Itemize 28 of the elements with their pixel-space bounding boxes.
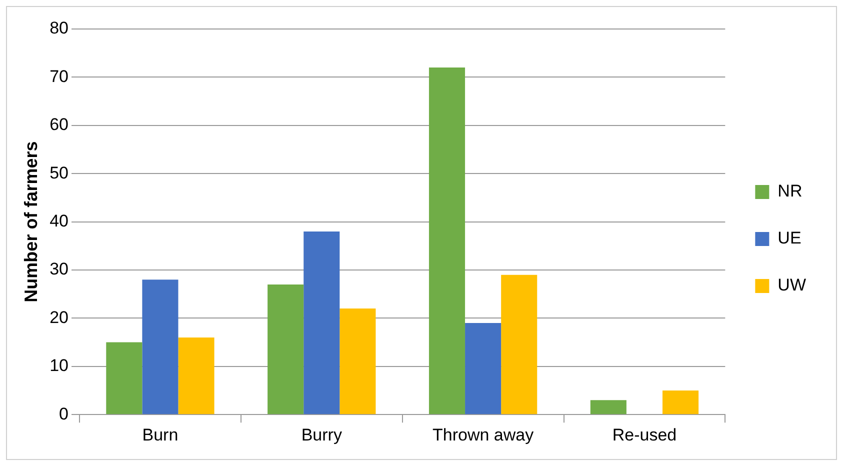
y-tick-label: 10	[50, 356, 69, 376]
bar	[142, 280, 178, 414]
y-tick-label: 60	[50, 115, 69, 134]
y-tick-label: 40	[50, 211, 69, 230]
bar	[178, 337, 214, 414]
x-tick-label: Re-used	[612, 425, 677, 444]
legend-label: NR	[778, 182, 802, 201]
bar	[268, 284, 304, 414]
legend-label: UE	[778, 228, 802, 248]
bar	[501, 274, 538, 414]
x-tick-label: Burry	[301, 425, 342, 444]
bar	[662, 390, 699, 414]
bar	[590, 400, 626, 414]
x-tick-label: Burn	[142, 425, 178, 444]
y-tick-label: 30	[50, 260, 69, 279]
y-tick-label: 20	[50, 308, 69, 327]
legend-label: UW	[778, 276, 806, 295]
y-tick-label: 80	[50, 18, 69, 38]
bar	[465, 323, 502, 414]
bar	[304, 231, 340, 414]
bar	[340, 308, 376, 414]
x-tick-label: Thrown away	[432, 425, 534, 444]
y-axis-title: Number of farmers	[20, 141, 41, 302]
bar	[428, 68, 466, 414]
y-tick-label: 0	[59, 404, 69, 424]
bar	[106, 342, 142, 414]
y-tick-label: 70	[50, 66, 69, 86]
y-tick-label: 50	[50, 163, 69, 182]
